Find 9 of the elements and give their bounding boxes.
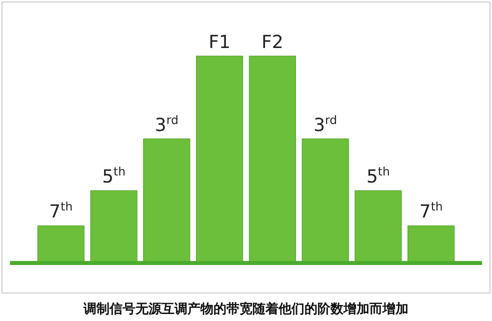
x-tick-label: F2: [262, 32, 284, 53]
x-tick-label: 3$^{rd}$: [154, 112, 178, 136]
x-tick-label: F1: [208, 32, 230, 53]
x-tick-label: 5$^{th}$: [102, 164, 126, 188]
x-tick-label: 5$^{th}$: [366, 164, 390, 188]
x-tick-label: 3$^{rd}$: [314, 112, 338, 136]
x-tick-label: 7$^{th}$: [419, 200, 443, 223]
x-tick-label: 7$^{th}$: [49, 200, 73, 223]
text: 调制信号无源互调产物的带宽随着他们的阶数增加而增加: [82, 301, 408, 317]
